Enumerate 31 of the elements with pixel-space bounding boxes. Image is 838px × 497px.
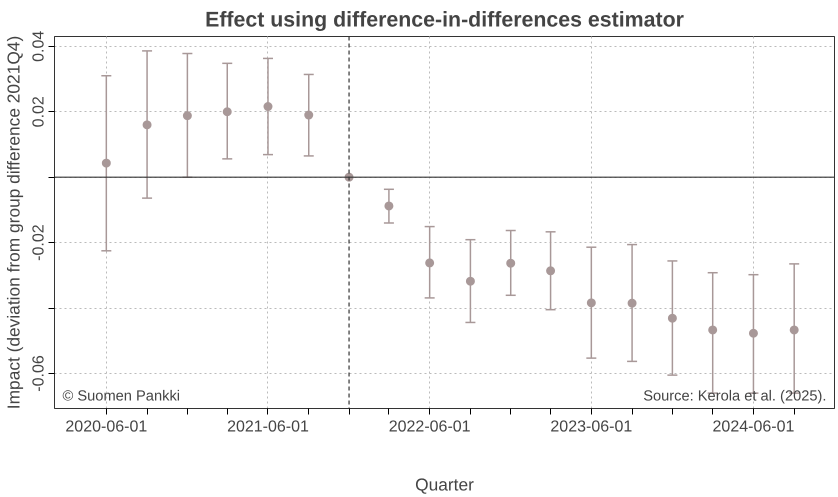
- point: [466, 276, 475, 286]
- y-axis-title: Impact (deviation from group difference 2021Q4): [4, 36, 24, 410]
- x-tick-label: 2020-06-01: [65, 418, 148, 436]
- point: [263, 102, 272, 112]
- point: [304, 110, 314, 120]
- chart-title: Effect using difference-in-differences estimator: [205, 8, 684, 32]
- point: [142, 120, 152, 130]
- point: [425, 258, 434, 268]
- point: [668, 314, 677, 323]
- annotation: © Suomen Pankki: [62, 388, 180, 404]
- y-tick-label: 0.02: [30, 96, 48, 128]
- y-tick-label: -0.02: [30, 224, 48, 261]
- point: [506, 258, 516, 268]
- point: [222, 107, 232, 116]
- point: [182, 111, 192, 120]
- point: [546, 266, 556, 276]
- point: [384, 201, 394, 210]
- point: [748, 328, 758, 338]
- point: [586, 298, 596, 308]
- point: [708, 325, 718, 334]
- x-axis-title: Quarter: [415, 474, 474, 494]
- y-tick-label: -0.06: [30, 355, 48, 392]
- point: [790, 325, 799, 334]
- y-tick-label: 0.04: [30, 30, 48, 62]
- point: [628, 298, 637, 308]
- point: [102, 158, 111, 168]
- x-tick-label: 2022-06-01: [388, 418, 471, 436]
- annotation: Source: Kerola et al. (2025).: [643, 388, 827, 404]
- x-tick-label: 2023-06-01: [550, 418, 632, 436]
- x-tick-label: 2024-06-01: [712, 418, 794, 436]
- x-tick-label: 2021-06-01: [227, 418, 310, 436]
